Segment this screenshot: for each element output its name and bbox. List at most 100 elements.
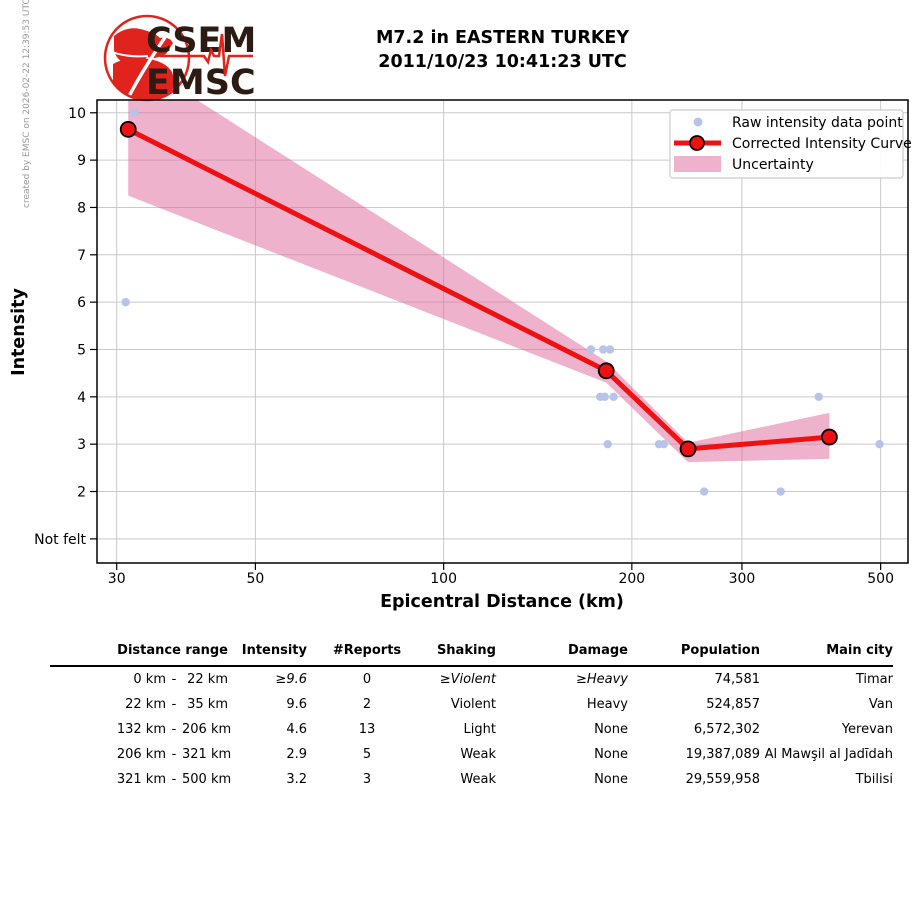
cell-population: 74,581 — [714, 672, 761, 687]
legend-label: Raw intensity data point — [732, 115, 903, 131]
uncertainty-band — [128, 100, 830, 463]
cell-population: 29,559,958 — [685, 772, 760, 787]
cell-damage: None — [594, 747, 628, 762]
table-row: 206 km -321 km 2.9 5 Weak None 19,387,089 Al Ma… — [50, 742, 893, 767]
table-header-row: Distance range Intensity #Reports Shakin… — [50, 639, 893, 667]
x-tick-label: 50 — [246, 571, 264, 587]
title-line-event: M7.2 in EASTERN TURKEY — [375, 28, 630, 48]
raw-intensity-point — [776, 487, 785, 496]
x-axis-label: Epicentral Distance (km) — [380, 592, 624, 612]
col-header-intensity: Intensity — [228, 639, 307, 667]
x-tick-label: 500 — [867, 571, 894, 587]
cell-shaking: Light — [463, 722, 496, 737]
table-row: 0 km -22 km ≥9.6 0 ≥Violent ≥Heavy 74,581 Timar — [50, 666, 893, 692]
x-tick-label: 200 — [618, 571, 645, 587]
col-header-shaking: Shaking — [427, 639, 496, 667]
logo-text-csem: CSEM — [146, 21, 256, 61]
cell-population: 19,387,089 — [685, 747, 760, 762]
raw-intensity-point — [586, 345, 596, 354]
cell-distance-range: 0 km -22 km — [133, 672, 228, 687]
cell-distance-range: 321 km -500 km — [116, 772, 232, 787]
y-tick-label: 2 — [77, 485, 86, 501]
y-tick-label: 5 — [77, 342, 86, 358]
raw-intensity-point — [599, 345, 608, 354]
cell-main-city: Yerevan — [841, 722, 893, 737]
corrected-intensity-marker — [597, 362, 615, 380]
raw-intensity-point — [814, 392, 823, 402]
cell-damage: None — [594, 772, 628, 787]
y-tick-label: Not felt — [34, 532, 86, 548]
cell-damage: ≥Heavy — [575, 672, 628, 687]
legend-band-icon — [674, 156, 721, 172]
y-tick-label: 10 — [68, 106, 86, 122]
cell-distance-range: 206 km -321 km — [116, 747, 232, 762]
cell-reports: 5 — [362, 747, 372, 762]
legend-curve-marker-icon — [689, 135, 705, 151]
x-tick-label: 300 — [729, 571, 756, 587]
cell-intensity: 4.6 — [286, 722, 307, 737]
x-tick-label: 100 — [430, 571, 457, 587]
summary-table: Distance range Intensity #Reports Shakin… — [50, 639, 893, 792]
cell-reports: 3 — [362, 772, 372, 787]
cell-main-city: Tbilisi — [855, 772, 893, 787]
raw-intensity-point — [875, 439, 884, 449]
cell-intensity: 3.2 — [286, 772, 307, 787]
logo-text-emsc: EMSC — [146, 63, 256, 102]
y-axis-label: Intensity — [9, 287, 29, 375]
raw-intensity-point — [130, 108, 139, 117]
corrected-intensity-marker — [119, 120, 137, 138]
cell-main-city: Van — [868, 697, 893, 712]
cell-main-city: Timar — [855, 672, 893, 687]
cell-reports: 13 — [358, 722, 376, 737]
y-tick-label: 4 — [77, 390, 86, 406]
col-header-reports: #Reports — [307, 639, 427, 667]
chart-title: M7.2 in EASTERN TURKEY 2011/10/23 10:41:… — [97, 26, 908, 74]
col-header-population: Population — [628, 639, 760, 667]
title-line-datetime: 2011/10/23 10:41:23 UTC — [378, 52, 627, 72]
intensity-chart: 30 50 100 200 300 500 10 9 8 7 6 5 4 3 2 Not felt Raw i… — [9, 99, 912, 612]
cell-shaking: Violent — [450, 697, 496, 712]
legend-label: Corrected Intensity Curve — [732, 136, 912, 152]
raw-intensity-point — [609, 392, 618, 402]
table-row: 22 km -35 km 9.6 2 Violent Heavy 524,857 Van — [50, 692, 893, 717]
y-tick-label: 3 — [77, 437, 86, 453]
col-header-distance-range: Distance range — [50, 639, 228, 667]
cell-population: 524,857 — [706, 697, 760, 712]
legend-label: Uncertainty — [732, 157, 814, 173]
seismogram-icon — [160, 33, 253, 77]
cell-damage: None — [594, 722, 628, 737]
table-row: 321 km -500 km 3.2 3 Weak None 29,559,958 Tbili… — [50, 767, 893, 792]
corrected-intensity-marker — [679, 440, 697, 458]
legend-raw-point-icon — [693, 117, 703, 127]
corrected-intensity-marker — [820, 428, 838, 446]
raw-intensity-point — [605, 345, 615, 354]
cell-intensity: 9.6 — [286, 697, 307, 712]
raw-intensity-point — [121, 297, 130, 307]
cell-intensity: ≥9.6 — [275, 672, 307, 687]
summary-table-wrap: Distance range Intensity #Reports Shakin… — [50, 639, 893, 792]
raw-intensity-point — [603, 439, 612, 449]
col-header-main-city: Main city — [760, 639, 893, 667]
cell-main-city: Al Mawşil al Jadīdah — [764, 747, 893, 762]
cell-shaking: Weak — [460, 772, 496, 787]
cell-shaking: ≥Violent — [439, 672, 496, 687]
x-tick-label: 30 — [108, 571, 126, 587]
csem-emsc-logo: CSEM EMSC — [103, 14, 256, 102]
corrected-intensity-curve — [127, 127, 830, 452]
plot-border — [96, 99, 909, 564]
col-header-damage: Damage — [496, 639, 628, 667]
y-tick-label: 7 — [77, 248, 86, 264]
cell-intensity: 2.9 — [286, 747, 307, 762]
raw-intensity-point — [600, 392, 609, 402]
y-tick-label: 6 — [77, 295, 86, 311]
cell-reports: 2 — [362, 697, 372, 712]
cell-distance-range: 132 km -206 km — [116, 722, 232, 737]
y-tick-label: 9 — [77, 153, 86, 169]
cell-distance-range: 22 km -35 km — [125, 697, 228, 712]
legend-box — [669, 109, 904, 179]
cell-reports: 0 — [362, 672, 372, 687]
cell-population: 6,572,302 — [693, 722, 760, 737]
raw-intensity-point — [659, 439, 669, 449]
cell-damage: Heavy — [586, 697, 628, 712]
